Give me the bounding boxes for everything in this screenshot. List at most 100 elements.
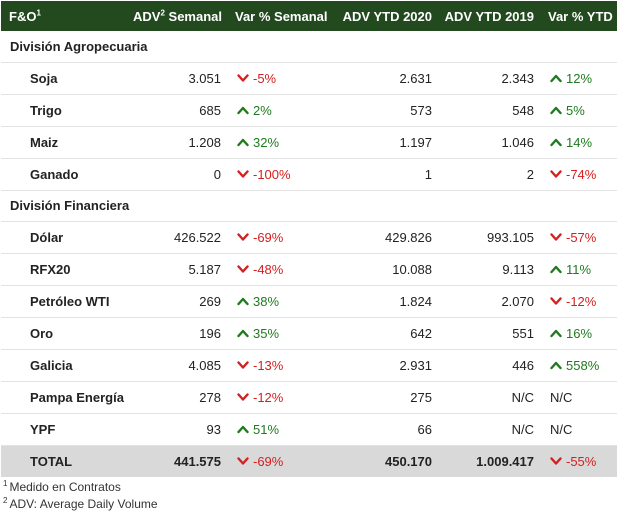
var-semanal-cell-value: -5% <box>253 70 277 86</box>
row-name: Ganado <box>30 166 79 182</box>
var-ytd-cell-value: N/C <box>550 389 573 405</box>
var-ytd-cell: 558% <box>540 349 617 381</box>
table-row: Soja 3.051 -5% 2.631 2.343 12% <box>1 62 617 94</box>
var-ytd-cell-value: 5% <box>566 102 585 118</box>
var-ytd-cell: -55% <box>540 445 617 477</box>
chevron-down-icon <box>237 74 249 82</box>
row-name: Galicia <box>30 357 73 373</box>
chevron-up-icon <box>550 138 562 147</box>
var-semanal-cell-value: -48% <box>253 261 284 277</box>
adv-ytd-2020-cell: 1.824 <box>399 293 432 309</box>
row-name: Pampa Energía <box>30 389 124 405</box>
adv-ytd-2019-cell: N/C <box>511 389 534 405</box>
var-ytd-cell-value: 14% <box>566 134 593 150</box>
header-var-semanal: Var % Semanal <box>235 8 328 24</box>
adv-semanal-cell: 1.208 <box>188 134 221 150</box>
var-ytd-cell-value: -55% <box>566 453 597 469</box>
var-semanal-cell: -100% <box>227 158 335 190</box>
row-name: Maiz <box>30 134 59 150</box>
row-name: YPF <box>30 421 56 437</box>
adv-semanal-cell: 4.085 <box>188 357 221 373</box>
adv-semanal-cell: 426.522 <box>174 229 221 245</box>
adv-ytd-2020-cell: 1.197 <box>399 134 432 150</box>
var-semanal-cell-value: -12% <box>253 389 284 405</box>
adv-ytd-2019-cell: 1.009.417 <box>476 453 534 469</box>
adv-ytd-2019-cell: 2.343 <box>501 70 534 86</box>
adv-semanal-cell: 278 <box>199 389 221 405</box>
var-ytd-cell-value: N/C <box>550 421 573 437</box>
chevron-up-icon <box>237 106 249 115</box>
adv-ytd-2020-cell: 1 <box>424 166 432 182</box>
var-semanal-cell-value: 2% <box>253 102 272 118</box>
header-adv-semanal: ADV2 Semanal <box>133 8 222 24</box>
footnote-1: 1 Medido en Contratos <box>3 479 121 495</box>
section-header-row: División Financiera <box>1 190 617 221</box>
var-semanal-cell-value: 32% <box>253 134 280 150</box>
var-semanal-cell-value: 38% <box>253 293 280 309</box>
adv-semanal-cell: 93 <box>206 421 221 437</box>
var-ytd-cell-value: -57% <box>566 229 597 245</box>
adv-semanal-cell: 269 <box>199 293 221 309</box>
adv-ytd-2020-cell: 66 <box>417 421 432 437</box>
row-name: Petróleo WTI <box>30 293 110 309</box>
table-row: YPF 93 51% 66 N/C N/C <box>1 413 617 445</box>
chevron-down-icon <box>237 265 249 273</box>
adv-semanal-cell: 0 <box>213 166 221 182</box>
chevron-up-icon <box>550 265 562 274</box>
adv-ytd-2019-cell: 551 <box>512 325 534 341</box>
chevron-up-icon <box>550 361 562 370</box>
var-semanal-cell: -69% <box>227 445 335 477</box>
var-ytd-cell: -57% <box>540 221 617 253</box>
var-semanal-cell: -13% <box>227 349 335 381</box>
table-row: Maiz 1.208 32% 1.197 1.046 14% <box>1 126 617 158</box>
chevron-up-icon <box>237 425 249 434</box>
adv-ytd-2019-cell: 2 <box>526 166 534 182</box>
var-semanal-cell-value: -69% <box>253 453 284 469</box>
table-row: Dólar 426.522 -69% 429.826 993.105 -57% <box>1 221 617 253</box>
chevron-up-icon <box>237 138 249 147</box>
chevron-up-icon <box>550 106 562 115</box>
chevron-up-icon <box>237 297 249 306</box>
var-ytd-cell: 12% <box>540 62 617 94</box>
chevron-up-icon <box>237 329 249 338</box>
chevron-down-icon <box>237 393 249 401</box>
var-semanal-cell: 35% <box>227 317 335 349</box>
var-ytd-cell: N/C <box>540 413 617 445</box>
adv-ytd-2019-cell: 2.070 <box>501 293 534 309</box>
header-row: F&O1 ADV2 Semanal Var % Semanal ADV YTD … <box>1 1 617 31</box>
table-row: Oro 196 35% 642 551 16% <box>1 317 617 349</box>
var-semanal-cell: 38% <box>227 285 335 317</box>
adv-ytd-2020-cell: 450.170 <box>385 453 432 469</box>
section-header-row: División Agropecuaria <box>1 31 617 62</box>
var-ytd-cell-value: 11% <box>566 261 592 277</box>
row-name: Soja <box>30 70 58 86</box>
chevron-down-icon <box>237 361 249 369</box>
footnote-2: 2 ADV: Average Daily Volume <box>3 496 158 512</box>
chevron-down-icon <box>550 170 562 178</box>
chevron-up-icon <box>550 74 562 83</box>
header-adv-ytd-2019: ADV YTD 2019 <box>444 8 534 24</box>
var-ytd-cell: -74% <box>540 158 617 190</box>
var-semanal-cell: 32% <box>227 126 335 158</box>
table-row: Pampa Energía 278 -12% 275 N/C N/C <box>1 381 617 413</box>
section-title: División Agropecuaria <box>10 38 148 54</box>
adv-ytd-2020-cell: 2.931 <box>399 357 432 373</box>
table-row: Galicia 4.085 -13% 2.931 446 558% <box>1 349 617 381</box>
table-row: Trigo 685 2% 573 548 5% <box>1 94 617 126</box>
adv-ytd-2019-cell: 993.105 <box>487 229 534 245</box>
row-name: RFX20 <box>30 261 71 277</box>
var-semanal-cell: -5% <box>227 62 335 94</box>
var-semanal-cell: -48% <box>227 253 335 285</box>
row-name: Oro <box>30 325 54 341</box>
adv-ytd-2020-cell: 573 <box>410 102 432 118</box>
adv-ytd-2019-cell: 446 <box>512 357 534 373</box>
chevron-down-icon <box>550 457 562 466</box>
var-ytd-cell-value: -74% <box>566 166 597 182</box>
var-ytd-cell: 5% <box>540 94 617 126</box>
var-ytd-cell: -12% <box>540 285 617 317</box>
adv-semanal-cell: 196 <box>199 325 221 341</box>
adv-ytd-2020-cell: 429.826 <box>385 229 432 245</box>
adv-ytd-2019-cell: 1.046 <box>501 134 534 150</box>
adv-semanal-cell: 685 <box>199 102 221 118</box>
total-row: TOTAL 441.575 -69% 450.170 1.009.417 -55% <box>1 445 617 477</box>
